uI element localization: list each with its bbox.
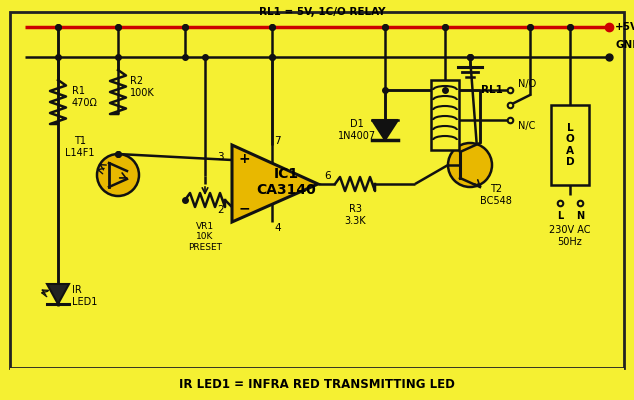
Bar [10,368,624,400]
Text: +5V: +5V [615,22,634,32]
Circle shape [97,154,139,196]
Text: L
O
A
D: L O A D [566,122,574,167]
Text: R1
470Ω: R1 470Ω [72,86,98,108]
Text: N/O: N/O [518,79,536,89]
Text: T1
L14F1: T1 L14F1 [65,136,94,158]
Text: 3: 3 [217,152,224,162]
Text: VR1
10K
PRESET: VR1 10K PRESET [188,222,222,252]
Polygon shape [372,120,398,140]
Text: 6: 6 [324,171,330,181]
Polygon shape [232,145,318,222]
Text: IR LED1 = INFRA RED TRANSMITTING LED: IR LED1 = INFRA RED TRANSMITTING LED [179,378,455,390]
Bar [10,12,624,368]
Text: IC1
CA3140: IC1 CA3140 [256,167,316,197]
Text: T2
BC548: T2 BC548 [480,184,512,206]
Text: 230V AC
50Hz: 230V AC 50Hz [549,225,591,246]
Text: L: L [557,211,563,221]
Polygon shape [47,284,69,304]
Bar [551,105,589,185]
Text: GND: GND [615,40,634,50]
Circle shape [448,143,492,187]
Bar [431,80,459,150]
Text: D1
1N4007: D1 1N4007 [338,119,376,141]
Text: N: N [576,211,584,221]
Text: 2: 2 [217,205,224,215]
Text: R3
3.3K: R3 3.3K [344,204,366,226]
Text: RL1: RL1 [481,85,503,95]
Text: RL1 = 5V, 1C/O RELAY: RL1 = 5V, 1C/O RELAY [259,7,385,17]
Text: IR
LED1: IR LED1 [72,285,98,307]
Text: R2
100K: R2 100K [130,76,155,98]
Text: N/C: N/C [518,121,535,131]
Text: +: + [238,152,250,166]
Text: −: − [238,201,250,215]
Text: 7: 7 [274,136,281,146]
Text: 4: 4 [274,223,281,233]
